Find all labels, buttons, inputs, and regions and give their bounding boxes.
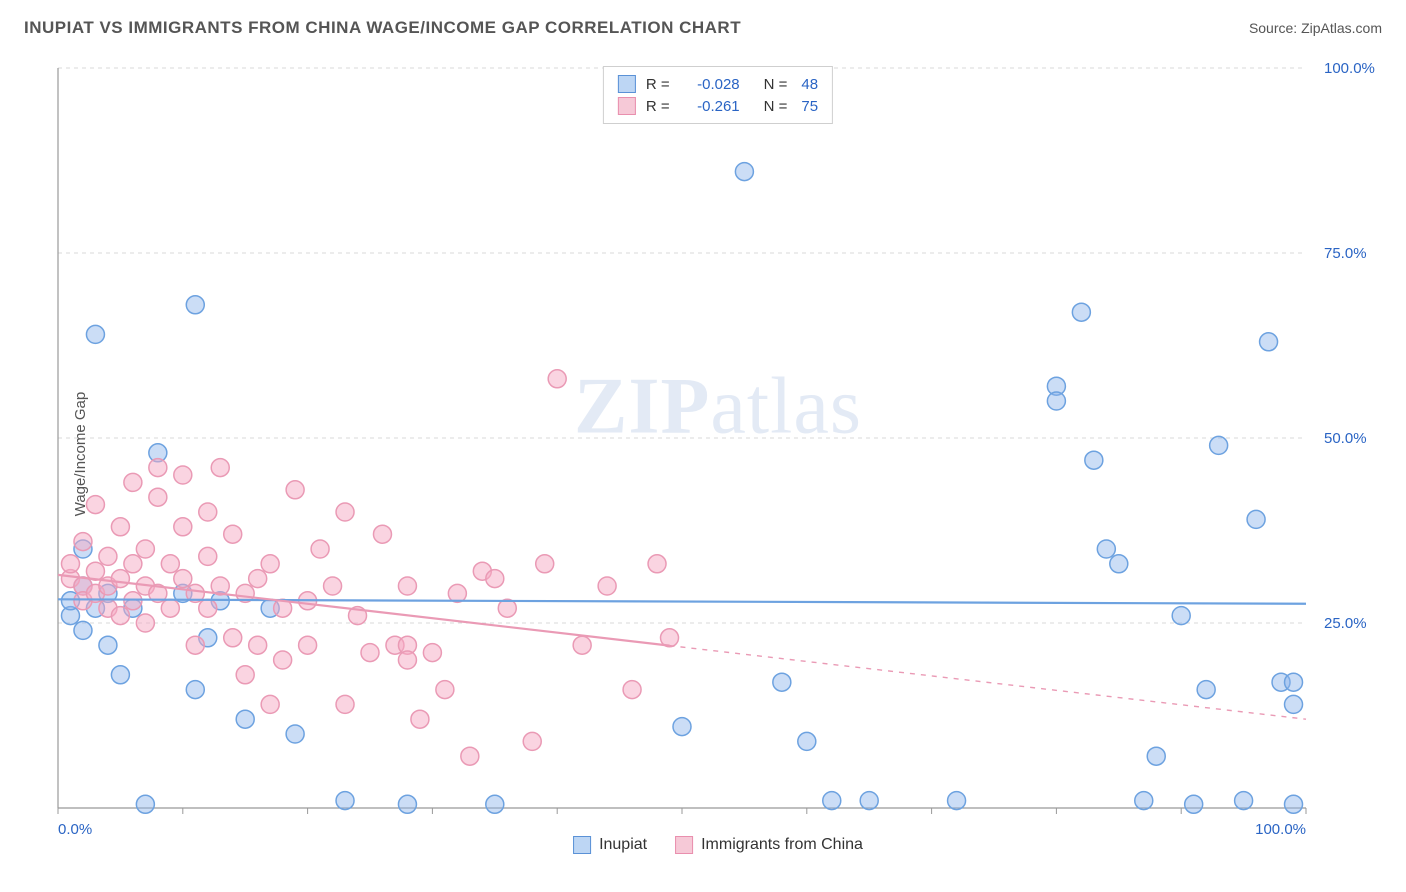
legend-bottom-label-1: Immigrants from China [701,836,863,854]
legend-row-series-1: R = -0.261 N = 75 [618,95,818,117]
svg-text:100.0%: 100.0% [1324,60,1375,77]
series-legend: Inupiat Immigrants from China [573,836,863,854]
scatter-chart: 25.0% 50.0% 75.0% 100.0% 0.0% 100.0% [48,60,1388,848]
r-value-1: -0.261 [682,98,740,115]
n-label: N = [764,76,788,93]
legend-bottom-swatch-0 [573,836,591,854]
chart-header: INUPIAT VS IMMIGRANTS FROM CHINA WAGE/IN… [0,0,1406,46]
legend-bottom-label-0: Inupiat [599,836,647,854]
n-label: N = [764,98,788,115]
source-attribution: Source: ZipAtlas.com [1249,20,1382,36]
r-value-0: -0.028 [682,76,740,93]
svg-text:25.0%: 25.0% [1324,615,1367,632]
svg-text:50.0%: 50.0% [1324,430,1367,447]
legend-swatch-0 [618,75,636,93]
legend-bottom-swatch-1 [675,836,693,854]
svg-text:0.0%: 0.0% [58,821,92,838]
y-axis-label: Wage/Income Gap [72,392,89,517]
svg-text:100.0%: 100.0% [1255,821,1306,838]
legend-item-0: Inupiat [573,836,647,854]
source-prefix: Source: [1249,20,1301,36]
r-label: R = [646,76,670,93]
r-label: R = [646,98,670,115]
chart-container: Wage/Income Gap ZIPatlas R = -0.028 N = … [48,60,1388,848]
correlation-legend: R = -0.028 N = 48 R = -0.261 N = 75 [603,66,833,124]
n-value-0: 48 [801,76,818,93]
legend-swatch-1 [618,97,636,115]
legend-item-1: Immigrants from China [675,836,863,854]
chart-title: INUPIAT VS IMMIGRANTS FROM CHINA WAGE/IN… [24,18,741,38]
svg-text:75.0%: 75.0% [1324,245,1367,262]
source-link[interactable]: ZipAtlas.com [1301,20,1382,36]
n-value-1: 75 [801,98,818,115]
legend-row-series-0: R = -0.028 N = 48 [618,73,818,95]
